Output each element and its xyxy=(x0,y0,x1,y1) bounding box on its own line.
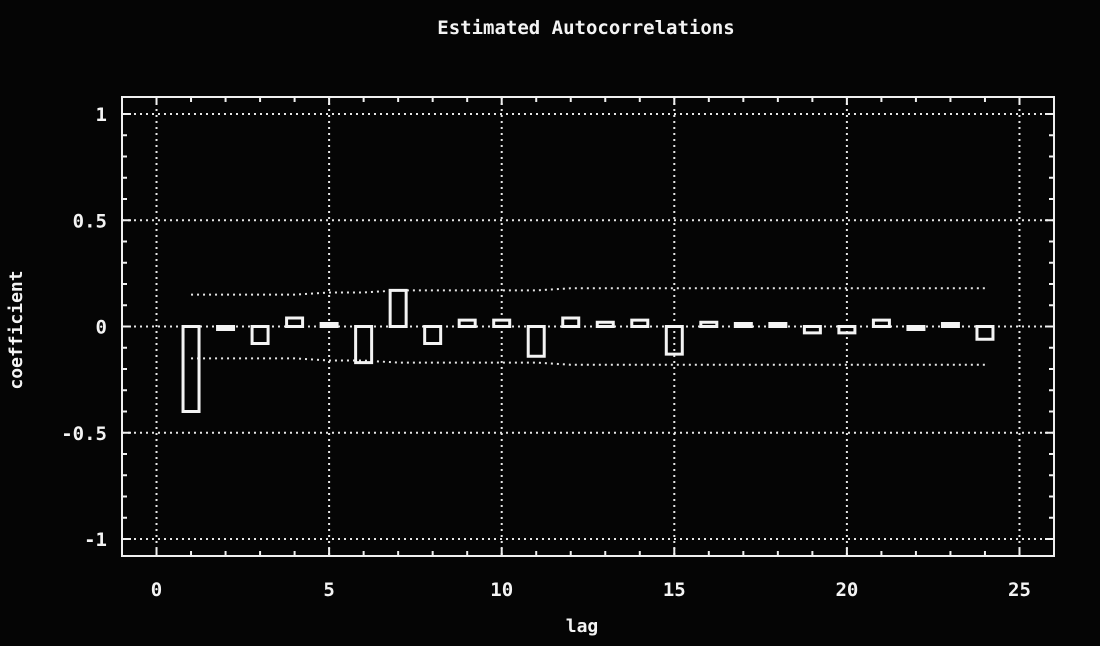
autocorrelation-bar xyxy=(354,325,374,365)
autocorrelation-bar xyxy=(250,325,270,345)
y-tick-label: -0.5 xyxy=(61,423,107,445)
chart-title: Estimated Autocorrelations xyxy=(437,17,734,39)
autocorrelation-bar xyxy=(526,325,546,358)
autocorrelation-bar xyxy=(561,316,581,328)
x-tick-label: 20 xyxy=(835,579,858,601)
autocorrelation-bar xyxy=(181,325,201,413)
y-tick-label: 0 xyxy=(96,317,107,339)
x-tick-label: 25 xyxy=(1008,579,1031,601)
plot-frame xyxy=(121,96,1055,557)
autocorrelation-bar xyxy=(699,320,719,328)
y-tick-label: 1 xyxy=(96,104,107,126)
autocorrelation-bar xyxy=(802,325,822,335)
autocorrelation-bar xyxy=(733,322,753,328)
x-axis-label: lag xyxy=(566,616,599,637)
autocorrelation-bar xyxy=(423,325,443,345)
autocorrelation-bar xyxy=(388,288,408,328)
autocorrelation-bar xyxy=(664,325,684,356)
autocorrelation-bar xyxy=(940,322,960,328)
autocorrelation-bar xyxy=(319,322,339,328)
autocorrelation-bar xyxy=(285,316,305,328)
y-axis-label: coefficient xyxy=(6,270,27,389)
autocorrelation-bar xyxy=(975,325,995,341)
autocorrelation-bar xyxy=(595,320,615,328)
upper-confidence-band xyxy=(191,287,985,296)
y-tick-label: 0.5 xyxy=(73,210,107,232)
x-tick-label: 0 xyxy=(151,579,162,601)
axis-ticks: 0 5 10 15 20 25 1 0.5 0 -0.5 -1 xyxy=(61,97,1054,601)
x-tick-label: 10 xyxy=(490,579,513,601)
y-tick-label: -1 xyxy=(84,529,107,551)
autocorrelation-bars xyxy=(181,288,995,413)
autocorrelation-bar xyxy=(630,318,650,328)
x-tick-label: 15 xyxy=(663,579,686,601)
autocorrelation-bar xyxy=(768,322,788,328)
confidence-bands xyxy=(191,287,985,366)
autocorrelation-bar xyxy=(871,318,891,328)
lower-confidence-band xyxy=(191,357,985,366)
x-tick-label: 5 xyxy=(323,579,334,601)
autocorrelation-bar xyxy=(457,318,477,328)
autocorrelation-bar xyxy=(216,325,236,331)
autocorrelation-bar xyxy=(906,325,926,331)
autocorrelation-bar xyxy=(492,318,512,328)
autocorrelation-bar xyxy=(837,325,857,335)
